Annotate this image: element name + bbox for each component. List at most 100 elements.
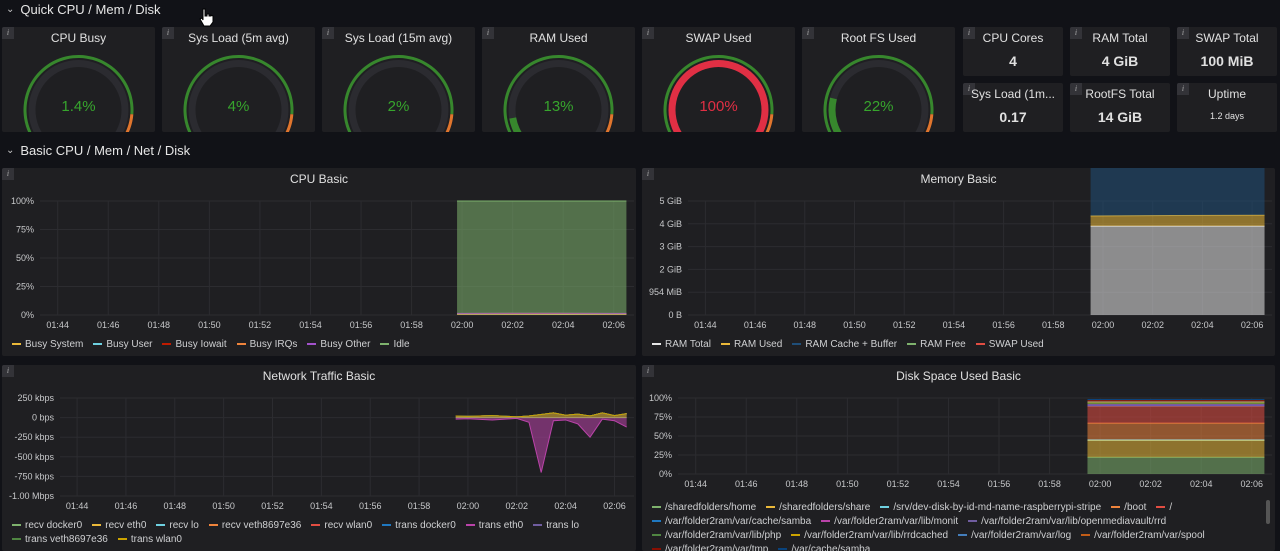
chart-panel[interactable]: i CPU Basic 100% 75% 50% 25% 0% 01:44 01:46 01:48… — [2, 168, 636, 356]
legend-item[interactable]: /var/folder2ram/var/lib/php — [652, 529, 781, 543]
gauge-panel[interactable]: i CPU Busy 1.4% — [2, 27, 155, 132]
legend-label: /boot — [1124, 502, 1147, 513]
y-tick-label: 25% — [654, 450, 672, 460]
legend-item[interactable]: recv docker0 — [12, 519, 82, 533]
info-icon[interactable]: i — [1070, 83, 1082, 95]
legend-swatch — [968, 520, 978, 523]
info-icon[interactable]: i — [642, 365, 654, 377]
legend-item[interactable]: trans veth8697e36 — [12, 533, 108, 547]
legend-item[interactable]: SWAP Used — [975, 338, 1044, 352]
chart-panel[interactable]: i Network Traffic Basic 250 kbps 0 bps -250 … — [2, 365, 636, 551]
legend-item[interactable]: /var/cache/samba — [778, 543, 870, 551]
gauge-panel[interactable]: i RAM Used 13% — [482, 27, 635, 132]
stat-panel[interactable]: i Uptime 1.2 days — [1177, 83, 1277, 132]
legend-item[interactable]: Idle — [380, 338, 410, 352]
x-tick-label: 01:44 — [684, 479, 707, 489]
legend-item[interactable]: trans lo — [533, 519, 579, 533]
gauge-panel[interactable]: i SWAP Used 100% — [642, 27, 795, 132]
x-tick-label: 01:54 — [299, 320, 322, 330]
stat-title: SWAP Total — [1195, 31, 1259, 45]
info-icon[interactable]: i — [1070, 27, 1082, 39]
legend-item[interactable]: trans eth0 — [465, 519, 523, 533]
legend-swatch — [778, 548, 788, 551]
legend-item[interactable]: RAM Cache + Buffer — [792, 338, 897, 352]
info-icon[interactable]: i — [162, 27, 174, 39]
legend-item[interactable]: /var/folder2ram/var/lib/monit — [821, 515, 958, 529]
info-icon[interactable]: i — [963, 83, 975, 95]
row-basic-header[interactable]: ⌄ Basic CPU / Mem / Net / Disk — [6, 141, 190, 159]
x-tick-label: 01:50 — [836, 479, 859, 489]
stat-panel[interactable]: i CPU Cores 4 — [963, 27, 1063, 76]
info-icon[interactable]: i — [322, 27, 334, 39]
gauge-panel[interactable]: i Root FS Used 22% — [802, 27, 955, 132]
stat-panel[interactable]: i RootFS Total 14 GiB — [1070, 83, 1170, 132]
legend-item[interactable]: recv eth0 — [92, 519, 146, 533]
info-icon[interactable]: i — [482, 27, 494, 39]
legend-item[interactable]: / — [1156, 501, 1172, 515]
gauge-value: 1.4% — [61, 98, 95, 115]
x-tick-label: 01:58 — [1038, 479, 1061, 489]
stat-panel[interactable]: i SWAP Total 100 MiB — [1177, 27, 1277, 76]
legend-item[interactable]: recv veth8697e36 — [208, 519, 301, 533]
legend-swatch — [156, 524, 166, 527]
info-icon[interactable]: i — [963, 27, 975, 39]
chart-panel[interactable]: i Disk Space Used Basic 100% 75% 50% 25% 0% 01:… — [642, 365, 1275, 551]
legend-item[interactable]: Busy System — [12, 338, 83, 352]
legend-item[interactable]: /var/folder2ram/var/lib/openmediavault/r… — [968, 515, 1166, 529]
legend-label: recv eth0 — [105, 520, 147, 531]
stat-panel[interactable]: i Sys Load (1m... 0.17 — [963, 83, 1063, 132]
legend-item[interactable]: trans docker0 — [382, 519, 456, 533]
gauge-dial: 13% — [503, 55, 614, 132]
chart-panel[interactable]: i Memory Basic 5 GiB 4 GiB 3 GiB 2 GiB 954 MiB… — [642, 168, 1275, 356]
panel-title: SWAP Used — [685, 31, 752, 45]
legend-item[interactable]: recv lo — [156, 519, 199, 533]
info-icon[interactable]: i — [1177, 27, 1189, 39]
stat-panel[interactable]: i RAM Total 4 GiB — [1070, 27, 1170, 76]
legend-swatch — [652, 343, 661, 346]
x-tick-label: 01:58 — [408, 501, 431, 511]
x-tick-label: 02:00 — [1092, 320, 1115, 330]
legend-item[interactable]: /srv/dev-disk-by-id-md-name-raspberrypi-… — [880, 501, 1101, 515]
x-tick-label: 01:56 — [992, 320, 1015, 330]
x-tick-label: 01:52 — [249, 320, 272, 330]
legend-item[interactable]: RAM Total — [652, 338, 711, 352]
x-tick-label: 01:52 — [261, 501, 284, 511]
row-quick-header[interactable]: ⌄ Quick CPU / Mem / Disk — [6, 0, 161, 18]
stat-value: 0.17 — [999, 109, 1027, 125]
info-icon[interactable]: i — [802, 27, 814, 39]
legend-label: RAM Used — [733, 339, 783, 350]
legend-swatch — [1156, 506, 1166, 509]
series-area — [1087, 406, 1265, 424]
legend-item[interactable]: trans wlan0 — [117, 533, 182, 547]
info-icon[interactable]: i — [1177, 83, 1189, 95]
legend-item[interactable]: Busy IRQs — [236, 338, 297, 352]
legend-item[interactable]: recv wlan0 — [311, 519, 372, 533]
stat-title: CPU Cores — [982, 31, 1044, 45]
x-tick-label: 02:02 — [505, 501, 528, 511]
legend-item[interactable]: /sharedfolders/home — [652, 501, 756, 515]
chart-title: Network Traffic Basic — [262, 369, 376, 383]
x-tick-label: 01:50 — [843, 320, 866, 330]
scrollbar[interactable] — [1266, 500, 1270, 524]
info-icon[interactable]: i — [2, 365, 14, 377]
legend-item[interactable]: Busy Other — [307, 338, 370, 352]
info-icon[interactable]: i — [642, 27, 654, 39]
info-icon[interactable]: i — [2, 27, 14, 39]
legend-item[interactable]: /var/folder2ram/var/cache/samba — [652, 515, 811, 529]
y-tick-label: 50% — [16, 253, 34, 263]
legend-item[interactable]: /var/folder2ram/var/tmp — [652, 543, 768, 551]
legend-item[interactable]: /var/folder2ram/var/lib/rrdcached — [791, 529, 948, 543]
gauge-panel[interactable]: i Sys Load (5m avg) 4% — [162, 27, 315, 132]
legend-item[interactable]: Busy Iowait — [162, 338, 227, 352]
legend-item[interactable]: RAM Used — [720, 338, 783, 352]
legend-item[interactable]: /var/folder2ram/var/spool — [1081, 529, 1205, 543]
info-icon[interactable]: i — [642, 168, 654, 180]
info-icon[interactable]: i — [2, 168, 14, 180]
legend-item[interactable]: /boot — [1111, 501, 1146, 515]
legend-item[interactable]: RAM Free — [907, 338, 966, 352]
legend-item[interactable]: Busy User — [93, 338, 152, 352]
legend-item[interactable]: /sharedfolders/share — [766, 501, 870, 515]
gauge-panel[interactable]: i Sys Load (15m avg) 2% — [322, 27, 475, 132]
x-tick-label: 01:44 — [46, 320, 69, 330]
legend-item[interactable]: /var/folder2ram/var/log — [958, 529, 1071, 543]
